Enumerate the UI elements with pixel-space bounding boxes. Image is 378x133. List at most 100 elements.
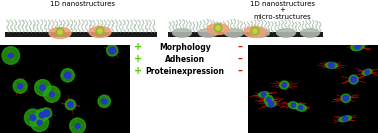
Circle shape <box>70 118 85 133</box>
Circle shape <box>58 30 62 34</box>
Ellipse shape <box>270 22 279 29</box>
Circle shape <box>50 92 54 96</box>
Circle shape <box>39 112 45 118</box>
Ellipse shape <box>339 116 352 122</box>
Ellipse shape <box>259 92 269 97</box>
Ellipse shape <box>207 24 229 34</box>
Text: –: – <box>237 42 242 52</box>
Ellipse shape <box>295 104 306 111</box>
Ellipse shape <box>266 101 276 107</box>
Ellipse shape <box>300 28 320 38</box>
Circle shape <box>51 23 69 41</box>
Circle shape <box>214 24 222 32</box>
Circle shape <box>282 83 286 87</box>
Circle shape <box>96 27 104 35</box>
Circle shape <box>267 98 271 102</box>
Circle shape <box>98 95 110 107</box>
Ellipse shape <box>349 75 358 84</box>
Circle shape <box>36 109 48 121</box>
Ellipse shape <box>325 62 338 68</box>
Text: Adhesion: Adhesion <box>165 55 205 63</box>
Text: HUVEC: HUVEC <box>4 4 36 13</box>
Text: Morphology: Morphology <box>159 43 211 51</box>
Circle shape <box>273 24 276 27</box>
Circle shape <box>329 63 334 68</box>
Circle shape <box>94 12 108 25</box>
Circle shape <box>65 99 76 110</box>
Ellipse shape <box>285 26 296 35</box>
Ellipse shape <box>276 28 296 38</box>
Circle shape <box>68 102 73 107</box>
Circle shape <box>351 77 356 82</box>
Ellipse shape <box>250 28 270 38</box>
Circle shape <box>45 7 55 17</box>
Circle shape <box>102 99 107 104</box>
Text: +: + <box>134 66 142 76</box>
Ellipse shape <box>280 81 289 89</box>
Bar <box>168 32 323 37</box>
Circle shape <box>262 92 266 96</box>
Ellipse shape <box>363 69 372 75</box>
Circle shape <box>43 110 50 117</box>
Circle shape <box>365 70 369 74</box>
Ellipse shape <box>351 41 365 51</box>
Circle shape <box>288 28 293 34</box>
Circle shape <box>83 33 88 37</box>
Circle shape <box>343 116 347 121</box>
Circle shape <box>47 9 54 15</box>
Circle shape <box>216 26 220 30</box>
Ellipse shape <box>244 26 266 38</box>
Circle shape <box>65 72 71 78</box>
Circle shape <box>9 53 13 58</box>
Text: +: + <box>134 54 142 64</box>
Circle shape <box>61 69 74 82</box>
Bar <box>5 32 157 37</box>
Circle shape <box>35 80 51 96</box>
Circle shape <box>355 43 361 49</box>
Bar <box>0 0 130 133</box>
Text: HUVSMC: HUVSMC <box>252 4 293 13</box>
Text: 1D nanostructures: 1D nanostructures <box>50 1 115 7</box>
Circle shape <box>2 47 20 64</box>
Circle shape <box>79 29 91 41</box>
Circle shape <box>75 124 80 128</box>
Circle shape <box>98 29 102 33</box>
Circle shape <box>31 114 48 132</box>
Ellipse shape <box>264 96 273 104</box>
Circle shape <box>291 103 296 107</box>
Circle shape <box>0 22 13 35</box>
Circle shape <box>40 85 45 90</box>
Circle shape <box>343 95 349 101</box>
Circle shape <box>109 47 116 54</box>
Circle shape <box>56 28 64 36</box>
Circle shape <box>299 105 303 109</box>
Circle shape <box>13 79 27 93</box>
Circle shape <box>25 109 42 126</box>
Circle shape <box>37 120 42 125</box>
Ellipse shape <box>49 28 71 38</box>
Circle shape <box>107 45 118 56</box>
Ellipse shape <box>172 28 192 38</box>
Ellipse shape <box>198 28 218 38</box>
Circle shape <box>99 16 104 21</box>
Circle shape <box>30 115 36 120</box>
Bar <box>0 0 378 45</box>
Circle shape <box>41 108 52 119</box>
Bar <box>130 0 248 133</box>
Ellipse shape <box>89 26 111 38</box>
Circle shape <box>253 29 257 33</box>
Bar <box>130 39 248 133</box>
Circle shape <box>5 26 9 30</box>
Circle shape <box>251 27 259 35</box>
Circle shape <box>268 101 274 107</box>
Text: +: + <box>134 42 142 52</box>
Ellipse shape <box>341 94 350 102</box>
Text: –: – <box>237 66 242 76</box>
Circle shape <box>18 84 23 89</box>
Circle shape <box>44 86 60 102</box>
Bar <box>248 0 378 133</box>
Text: Proteinexpression: Proteinexpression <box>146 66 225 76</box>
Text: 1D nanostructures
+
micro-structures: 1D nanostructures + micro-structures <box>249 1 314 20</box>
Circle shape <box>57 29 63 35</box>
Ellipse shape <box>224 28 244 38</box>
